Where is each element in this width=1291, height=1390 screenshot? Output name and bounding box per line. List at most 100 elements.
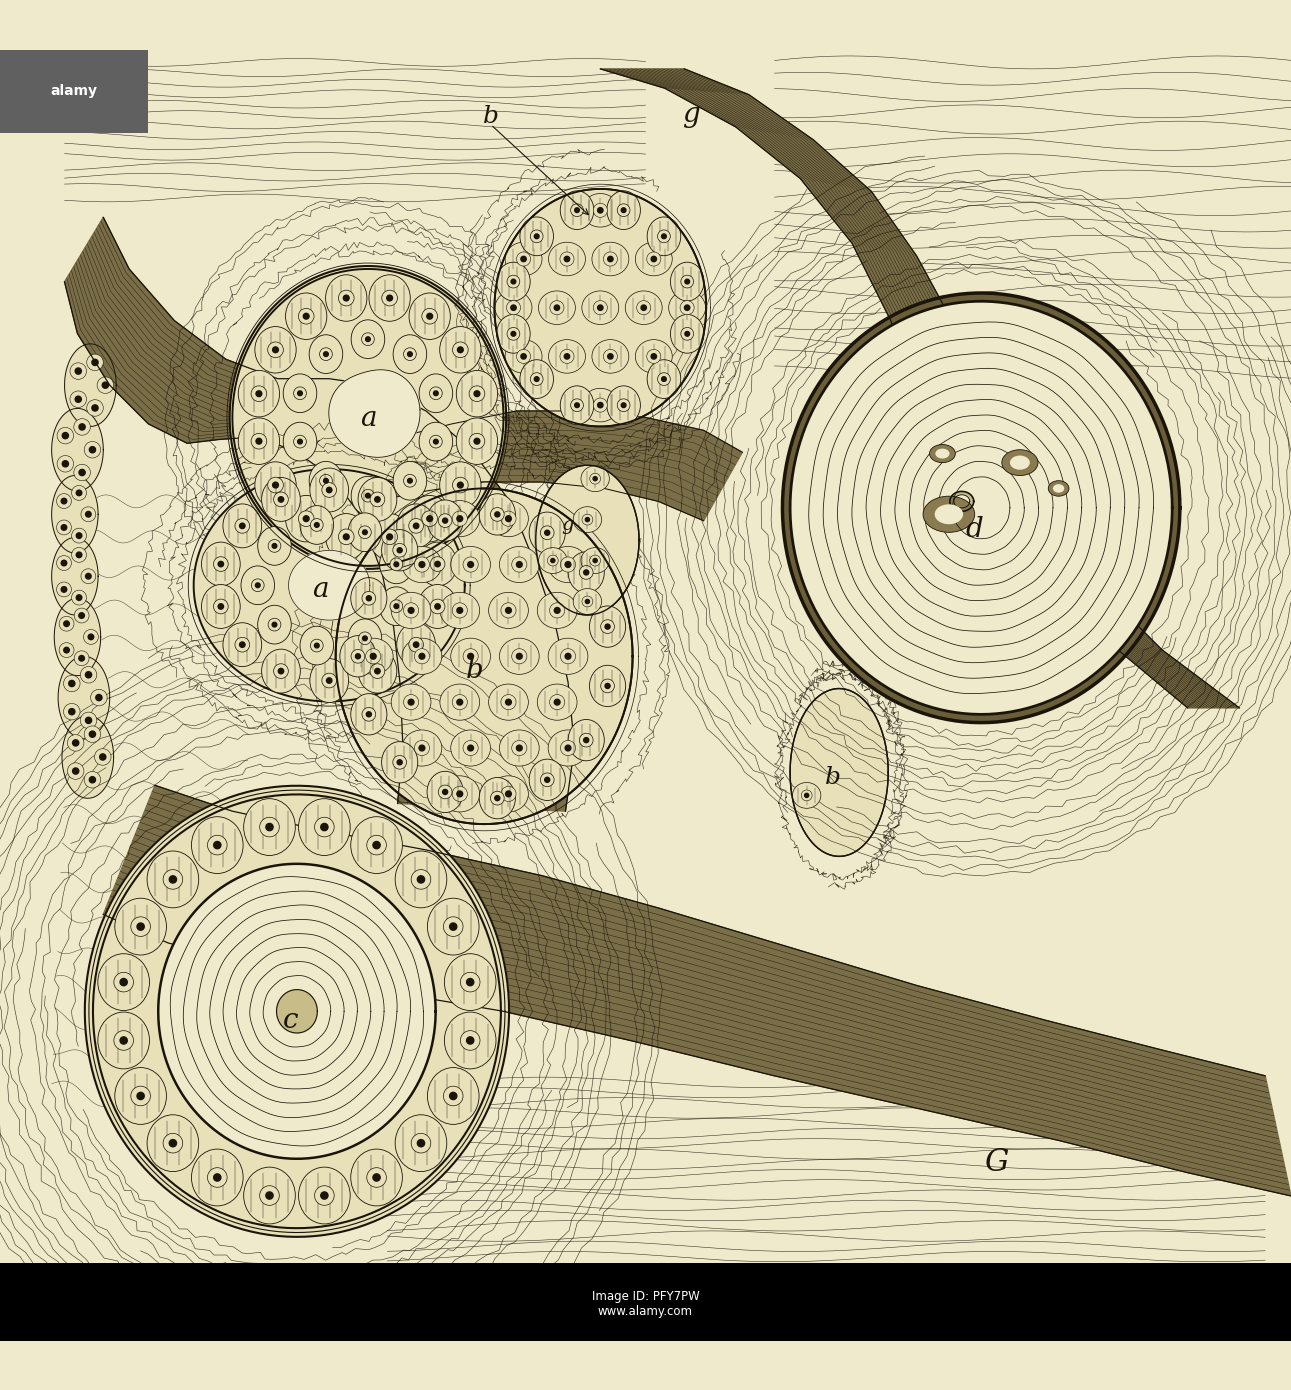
Circle shape — [565, 745, 571, 751]
Text: g: g — [562, 516, 574, 534]
Circle shape — [661, 234, 666, 239]
Circle shape — [321, 673, 337, 688]
Ellipse shape — [529, 512, 565, 553]
Ellipse shape — [420, 423, 453, 461]
Ellipse shape — [201, 542, 240, 587]
Ellipse shape — [298, 799, 350, 855]
Circle shape — [414, 741, 430, 756]
Circle shape — [461, 1030, 480, 1051]
Ellipse shape — [298, 1168, 350, 1225]
Circle shape — [373, 841, 380, 849]
Circle shape — [373, 1175, 380, 1182]
Ellipse shape — [581, 466, 609, 492]
Ellipse shape — [505, 242, 542, 275]
Circle shape — [76, 595, 81, 600]
Circle shape — [422, 309, 438, 324]
Circle shape — [61, 498, 67, 503]
Circle shape — [457, 699, 462, 705]
Circle shape — [554, 699, 560, 705]
Circle shape — [76, 532, 81, 538]
Circle shape — [434, 391, 438, 396]
Circle shape — [603, 349, 617, 363]
Ellipse shape — [262, 478, 301, 521]
Circle shape — [214, 841, 221, 849]
Circle shape — [130, 1086, 151, 1106]
Circle shape — [430, 599, 445, 614]
Ellipse shape — [427, 1068, 479, 1125]
Ellipse shape — [647, 217, 680, 256]
Circle shape — [574, 403, 580, 407]
Ellipse shape — [354, 638, 392, 674]
Circle shape — [554, 304, 559, 310]
Circle shape — [409, 518, 423, 534]
Ellipse shape — [560, 386, 594, 424]
Circle shape — [598, 403, 603, 407]
Ellipse shape — [500, 546, 540, 582]
Circle shape — [367, 1168, 386, 1187]
Circle shape — [85, 717, 92, 723]
Circle shape — [417, 876, 425, 883]
Ellipse shape — [500, 638, 540, 674]
Circle shape — [600, 680, 615, 692]
Circle shape — [169, 876, 177, 883]
Circle shape — [420, 653, 425, 659]
Ellipse shape — [494, 291, 532, 324]
Polygon shape — [600, 70, 1239, 708]
Circle shape — [501, 787, 516, 802]
Circle shape — [266, 1191, 274, 1200]
Circle shape — [367, 596, 372, 600]
Circle shape — [408, 699, 414, 705]
Circle shape — [67, 735, 84, 751]
Ellipse shape — [427, 500, 463, 541]
Ellipse shape — [283, 374, 316, 413]
Ellipse shape — [351, 1150, 403, 1207]
Ellipse shape — [409, 495, 451, 542]
Ellipse shape — [635, 242, 673, 275]
Ellipse shape — [382, 530, 418, 571]
Ellipse shape — [935, 505, 963, 524]
Ellipse shape — [254, 461, 296, 509]
Circle shape — [506, 516, 511, 521]
Ellipse shape — [607, 386, 640, 424]
Circle shape — [564, 256, 569, 261]
Circle shape — [85, 512, 92, 517]
Circle shape — [303, 516, 309, 521]
Text: g: g — [682, 100, 700, 128]
Ellipse shape — [325, 513, 367, 560]
Circle shape — [449, 923, 457, 930]
Circle shape — [545, 777, 550, 783]
Circle shape — [392, 755, 407, 769]
Circle shape — [435, 603, 440, 609]
Circle shape — [218, 562, 223, 567]
Circle shape — [70, 363, 86, 379]
Ellipse shape — [244, 799, 296, 855]
Ellipse shape — [591, 339, 629, 373]
Circle shape — [114, 972, 133, 992]
Circle shape — [320, 823, 328, 831]
Circle shape — [506, 699, 511, 705]
Circle shape — [534, 377, 540, 381]
Circle shape — [501, 603, 516, 619]
Circle shape — [72, 767, 79, 774]
Text: G: G — [985, 1147, 1008, 1177]
Circle shape — [214, 1175, 221, 1182]
Circle shape — [208, 1168, 227, 1187]
Circle shape — [89, 446, 96, 453]
Circle shape — [267, 477, 283, 493]
Circle shape — [651, 256, 656, 261]
Ellipse shape — [325, 275, 367, 321]
Ellipse shape — [254, 327, 296, 373]
Circle shape — [420, 745, 425, 751]
Circle shape — [580, 566, 593, 580]
Circle shape — [90, 689, 107, 706]
Circle shape — [102, 382, 108, 388]
Circle shape — [621, 403, 626, 407]
Polygon shape — [289, 550, 369, 620]
Circle shape — [434, 439, 438, 443]
Circle shape — [298, 510, 314, 527]
Circle shape — [469, 386, 485, 402]
Circle shape — [547, 555, 558, 566]
Polygon shape — [65, 343, 116, 427]
Ellipse shape — [935, 449, 949, 459]
Circle shape — [57, 520, 71, 535]
